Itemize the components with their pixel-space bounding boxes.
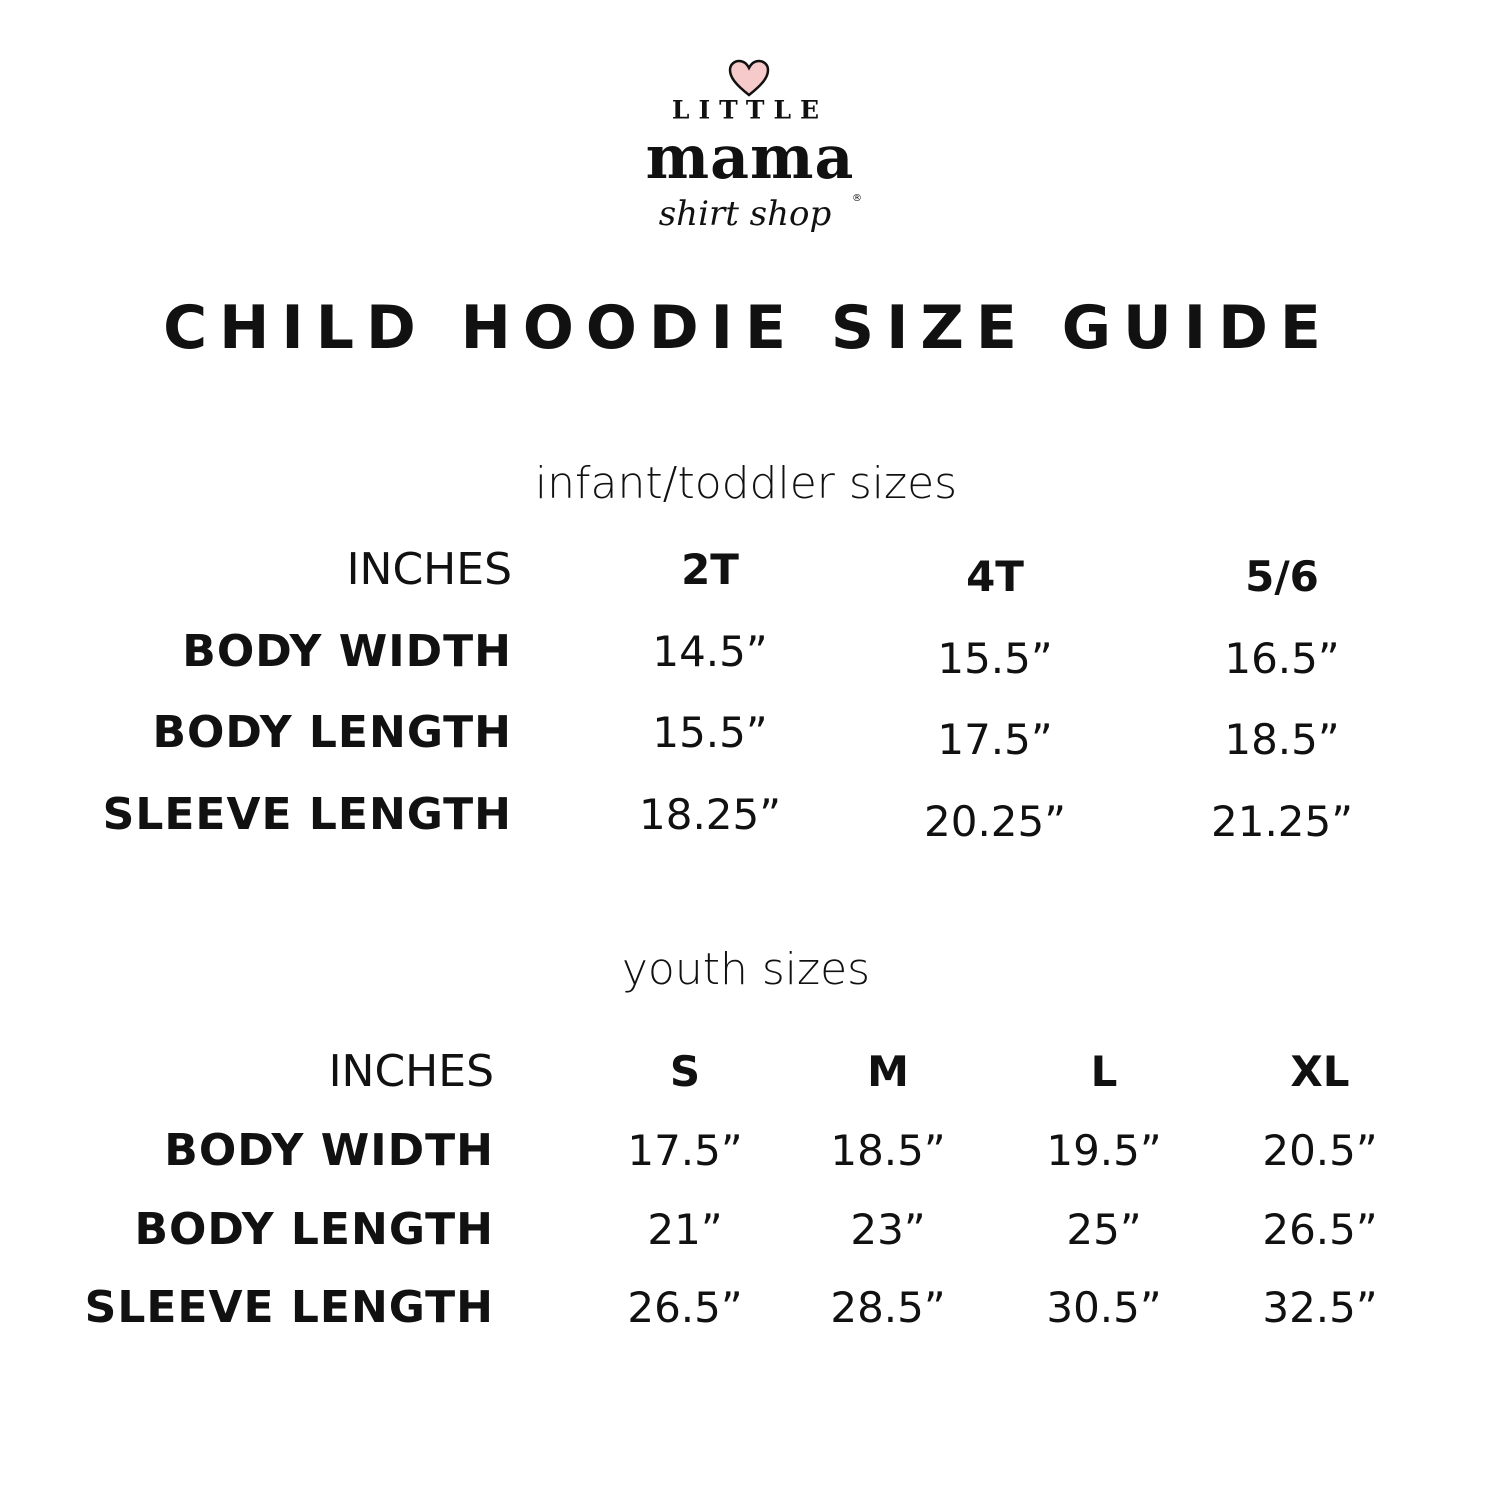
size-header: 5/6 <box>1245 552 1319 601</box>
trademark: ® <box>852 193 862 204</box>
size-header: 2T <box>681 545 739 594</box>
logo-mama: mama <box>645 123 855 193</box>
row-label: BODY LENGTH <box>152 707 512 758</box>
size-header: 4T <box>966 552 1024 601</box>
measurement-cell: 21” <box>647 1205 723 1254</box>
page-title: CHILD HOODIE SIZE GUIDE <box>163 293 1333 363</box>
measurement-cell: 14.5” <box>652 627 768 676</box>
measurement-cell: 20.5” <box>1262 1126 1378 1175</box>
measurement-cell: 17.5” <box>937 715 1053 764</box>
size-header: XL <box>1290 1047 1350 1096</box>
measurement-cell: 32.5” <box>1262 1283 1378 1332</box>
measurement-cell: 15.5” <box>652 708 768 757</box>
measurement-cell: 19.5” <box>1046 1126 1162 1175</box>
measurement-cell: 16.5” <box>1224 634 1340 683</box>
measurement-cell: 15.5” <box>937 634 1053 683</box>
measurement-cell: 21.25” <box>1211 797 1353 846</box>
measurement-cell: 20.25” <box>924 797 1066 846</box>
measurement-cell: 26.5” <box>1262 1205 1378 1254</box>
unit-label: INCHES <box>346 544 512 595</box>
measurement-cell: 23” <box>850 1205 926 1254</box>
measurement-cell: 18.25” <box>639 790 781 839</box>
logo-shirt-shop: shirt shop <box>658 194 832 234</box>
measurement-cell: 17.5” <box>627 1126 743 1175</box>
size-header: M <box>867 1047 909 1096</box>
size-header: L <box>1090 1047 1118 1096</box>
row-label: BODY WIDTH <box>164 1125 494 1176</box>
measurement-cell: 26.5” <box>627 1283 743 1332</box>
size-header: S <box>669 1047 701 1096</box>
row-label: SLEEVE LENGTH <box>84 1282 494 1333</box>
table-heading: youth sizes <box>621 944 871 995</box>
row-label: SLEEVE LENGTH <box>102 789 512 840</box>
measurement-cell: 18.5” <box>1224 715 1340 764</box>
measurement-cell: 30.5” <box>1046 1283 1162 1332</box>
table-heading: infant/toddler sizes <box>534 458 958 509</box>
logo-little: LITTLE <box>671 95 829 125</box>
measurement-cell: 28.5” <box>830 1283 946 1332</box>
measurement-cell: 18.5” <box>830 1126 946 1175</box>
row-label: BODY WIDTH <box>182 626 512 677</box>
row-label: BODY LENGTH <box>134 1204 494 1255</box>
measurement-cell: 25” <box>1066 1205 1142 1254</box>
unit-label: INCHES <box>328 1046 494 1097</box>
heart-icon <box>728 59 770 97</box>
